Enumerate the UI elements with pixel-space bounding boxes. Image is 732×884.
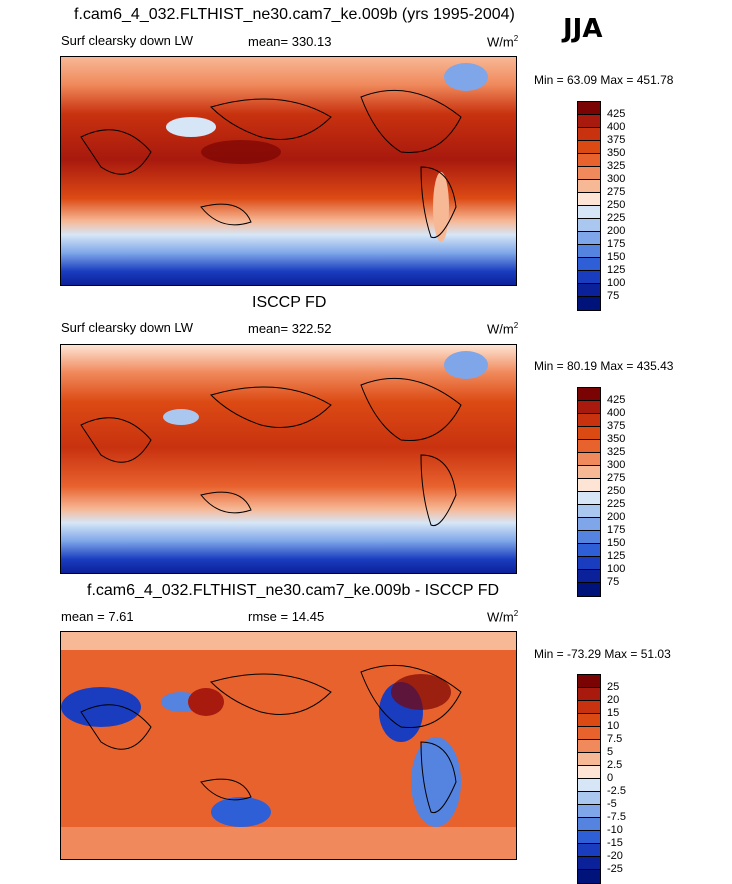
panel1-tick: 75 bbox=[607, 290, 620, 302]
panel2-tick: 200 bbox=[607, 511, 626, 523]
panel2-tick: 325 bbox=[607, 446, 626, 458]
panel3-tick: 7.5 bbox=[607, 733, 623, 745]
panel3-tick: -5 bbox=[607, 798, 617, 810]
panel1-minmax: Min = 63.09 Max = 451.78 bbox=[534, 73, 674, 87]
panel2-tick: 400 bbox=[607, 407, 626, 419]
panel3-field bbox=[61, 632, 516, 859]
panel1-tick: 350 bbox=[607, 147, 626, 159]
panel1-tick: 175 bbox=[607, 238, 626, 250]
panel2-tick: 175 bbox=[607, 524, 626, 536]
panel2-title: ISCCP FD bbox=[252, 294, 327, 311]
panel1-tick: 300 bbox=[607, 173, 626, 185]
panel1-tick: 150 bbox=[607, 251, 626, 263]
panel2-tick: 275 bbox=[607, 472, 626, 484]
panel2-tick: 100 bbox=[607, 563, 626, 575]
panel3-units: W/m2 bbox=[487, 609, 519, 625]
panel2-variable: Surf clearsky down LW bbox=[61, 320, 193, 335]
panel2-tick: 125 bbox=[607, 550, 626, 562]
panel2-tick: 150 bbox=[607, 537, 626, 549]
panel3-colorbar bbox=[577, 674, 601, 884]
panel3-tick: -10 bbox=[607, 824, 623, 836]
panel3-map bbox=[60, 631, 517, 860]
panel1-tick: 125 bbox=[607, 264, 626, 276]
panel2-colorbar bbox=[577, 387, 601, 597]
panel1-mean: mean= 330.13 bbox=[248, 34, 332, 49]
panel3-tick: 25 bbox=[607, 681, 620, 693]
panel3-rmse: rmse = 14.45 bbox=[248, 609, 325, 624]
panel1-tick: 200 bbox=[607, 225, 626, 237]
season-label: JJA bbox=[563, 14, 603, 44]
panel1-tick: 250 bbox=[607, 199, 626, 211]
panel2-minmax: Min = 80.19 Max = 435.43 bbox=[534, 359, 674, 373]
panel3-tick: 10 bbox=[607, 720, 620, 732]
panel1-field bbox=[61, 57, 516, 285]
panel1-tick: 425 bbox=[607, 108, 626, 120]
panel3-tick: 20 bbox=[607, 694, 620, 706]
panel3-tick: -15 bbox=[607, 837, 623, 849]
panel1-tick: 275 bbox=[607, 186, 626, 198]
panel1-tick: 400 bbox=[607, 121, 626, 133]
panel2-tick: 225 bbox=[607, 498, 626, 510]
panel2-field bbox=[61, 345, 516, 573]
panel2-tick: 425 bbox=[607, 394, 626, 406]
panel2-tick: 250 bbox=[607, 485, 626, 497]
panel3-tick: -7.5 bbox=[607, 811, 626, 823]
panel3-tick: 5 bbox=[607, 746, 614, 758]
panel3-tick: 0 bbox=[607, 772, 614, 784]
panel3-title: f.cam6_4_032.FLTHIST_ne30.cam7_ke.009b -… bbox=[87, 582, 500, 599]
panel3-minmax: Min = -73.29 Max = 51.03 bbox=[534, 647, 671, 661]
panel1-tick: 375 bbox=[607, 134, 626, 146]
panel3-tick: 15 bbox=[607, 707, 620, 719]
panel3-tick: 2.5 bbox=[607, 759, 623, 771]
panel3-mean: mean = 7.61 bbox=[61, 609, 134, 624]
panel2-tick: 300 bbox=[607, 459, 626, 471]
panel1-title: f.cam6_4_032.FLTHIST_ne30.cam7_ke.009b (… bbox=[74, 6, 515, 23]
panel2-tick: 350 bbox=[607, 433, 626, 445]
panel1-units: W/m2 bbox=[487, 34, 519, 50]
panel1-map bbox=[60, 56, 517, 286]
panel1-tick: 325 bbox=[607, 160, 626, 172]
panel1-tick: 225 bbox=[607, 212, 626, 224]
panel1-tick: 100 bbox=[607, 277, 626, 289]
panel3-tick: -2.5 bbox=[607, 785, 626, 797]
panel2-map bbox=[60, 344, 517, 574]
panel2-tick: 75 bbox=[607, 576, 620, 588]
panel1-variable: Surf clearsky down LW bbox=[61, 33, 193, 48]
panel2-mean: mean= 322.52 bbox=[248, 321, 332, 336]
panel3-tick: -20 bbox=[607, 850, 623, 862]
panel2-tick: 375 bbox=[607, 420, 626, 432]
panel2-units: W/m2 bbox=[487, 321, 519, 337]
panel1-colorbar bbox=[577, 101, 601, 311]
